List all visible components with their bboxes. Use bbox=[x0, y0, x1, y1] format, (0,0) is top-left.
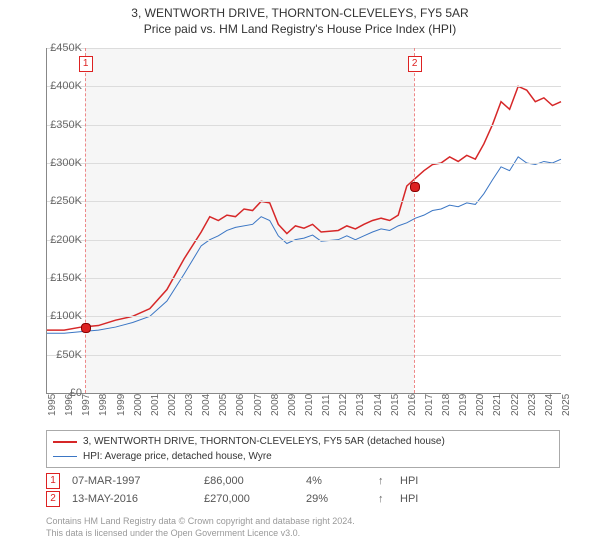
transaction-row: 2 13-MAY-2016 £270,000 29% ↑ HPI bbox=[46, 490, 560, 508]
x-axis-label: 2005 bbox=[218, 394, 229, 416]
x-axis-label: 2010 bbox=[304, 394, 315, 416]
y-axis-label: £150K bbox=[38, 272, 82, 284]
x-axis-label: 2004 bbox=[201, 394, 212, 416]
x-axis-label: 1999 bbox=[116, 394, 127, 416]
transaction-table: 1 07-MAR-1997 £86,000 4% ↑ HPI 2 13-MAY-2016 £27… bbox=[46, 472, 560, 508]
x-axis-label: 2024 bbox=[544, 394, 555, 416]
y-axis-label: £100K bbox=[38, 310, 82, 322]
y-axis-label: £400K bbox=[38, 80, 82, 92]
y-axis-label: £50K bbox=[38, 349, 82, 361]
x-axis-label: 2025 bbox=[561, 394, 572, 416]
y-axis-label: £250K bbox=[38, 195, 82, 207]
tx-date: 07-MAR-1997 bbox=[72, 475, 192, 487]
x-axis-label: 1998 bbox=[98, 394, 109, 416]
x-axis-label: 2021 bbox=[492, 394, 503, 416]
legend-row: HPI: Average price, detached house, Wyre bbox=[53, 449, 553, 464]
x-axis-label: 2008 bbox=[270, 394, 281, 416]
tx-price: £270,000 bbox=[204, 493, 294, 505]
credit-line-2: This data is licensed under the Open Gov… bbox=[46, 528, 560, 540]
y-axis-label: £300K bbox=[38, 157, 82, 169]
x-axis-label: 2017 bbox=[424, 394, 435, 416]
y-axis-label: £0 bbox=[38, 387, 82, 399]
chart-title: 3, WENTWORTH DRIVE, THORNTON-CLEVELEYS, … bbox=[0, 6, 600, 20]
legend-row: 3, WENTWORTH DRIVE, THORNTON-CLEVELEYS, … bbox=[53, 434, 553, 449]
tx-ref: HPI bbox=[400, 475, 418, 487]
x-axis-label: 2001 bbox=[150, 394, 161, 416]
x-axis-label: 2023 bbox=[527, 394, 538, 416]
credits: Contains HM Land Registry data © Crown c… bbox=[46, 516, 560, 539]
x-axis-label: 2012 bbox=[338, 394, 349, 416]
chart-container: 3, WENTWORTH DRIVE, THORNTON-CLEVELEYS, … bbox=[0, 0, 600, 560]
x-axis-label: 2013 bbox=[355, 394, 366, 416]
tx-ref: HPI bbox=[400, 493, 418, 505]
chart-subtitle: Price paid vs. HM Land Registry's House … bbox=[0, 22, 600, 36]
y-axis-label: £200K bbox=[38, 234, 82, 246]
up-arrow-icon: ↑ bbox=[378, 493, 388, 505]
transaction-marker: 1 bbox=[79, 56, 93, 72]
tx-price: £86,000 bbox=[204, 475, 294, 487]
x-axis-label: 2003 bbox=[184, 394, 195, 416]
x-axis-label: 2000 bbox=[133, 394, 144, 416]
series-price_paid bbox=[47, 86, 561, 330]
credit-line-1: Contains HM Land Registry data © Crown c… bbox=[46, 516, 560, 528]
tx-date: 13-MAY-2016 bbox=[72, 493, 192, 505]
transaction-row: 1 07-MAR-1997 £86,000 4% ↑ HPI bbox=[46, 472, 560, 490]
x-axis-label: 2016 bbox=[407, 394, 418, 416]
legend-label: 3, WENTWORTH DRIVE, THORNTON-CLEVELEYS, … bbox=[83, 436, 445, 447]
x-axis-label: 2020 bbox=[475, 394, 486, 416]
x-axis-label: 2018 bbox=[441, 394, 452, 416]
line-layer bbox=[47, 48, 561, 393]
tx-id: 2 bbox=[46, 491, 60, 507]
series-hpi bbox=[47, 157, 561, 333]
x-axis-label: 2022 bbox=[510, 394, 521, 416]
y-axis-label: £350K bbox=[38, 119, 82, 131]
transaction-marker: 2 bbox=[408, 56, 422, 72]
tx-id: 1 bbox=[46, 473, 60, 489]
x-axis-label: 2019 bbox=[458, 394, 469, 416]
x-axis-label: 2014 bbox=[373, 394, 384, 416]
tx-pct: 29% bbox=[306, 493, 366, 505]
up-arrow-icon: ↑ bbox=[378, 475, 388, 487]
legend: 3, WENTWORTH DRIVE, THORNTON-CLEVELEYS, … bbox=[46, 430, 560, 468]
x-axis-label: 2006 bbox=[235, 394, 246, 416]
x-axis-label: 2007 bbox=[253, 394, 264, 416]
plot-area: 1995199619971998199920002001200220032004… bbox=[46, 48, 561, 394]
x-axis-label: 2009 bbox=[287, 394, 298, 416]
y-axis-label: £450K bbox=[38, 42, 82, 54]
legend-label: HPI: Average price, detached house, Wyre bbox=[83, 451, 272, 462]
x-axis-label: 2002 bbox=[167, 394, 178, 416]
x-axis-label: 1997 bbox=[81, 394, 92, 416]
tx-pct: 4% bbox=[306, 475, 366, 487]
x-axis-label: 2011 bbox=[321, 394, 332, 416]
x-axis-label: 2015 bbox=[390, 394, 401, 416]
